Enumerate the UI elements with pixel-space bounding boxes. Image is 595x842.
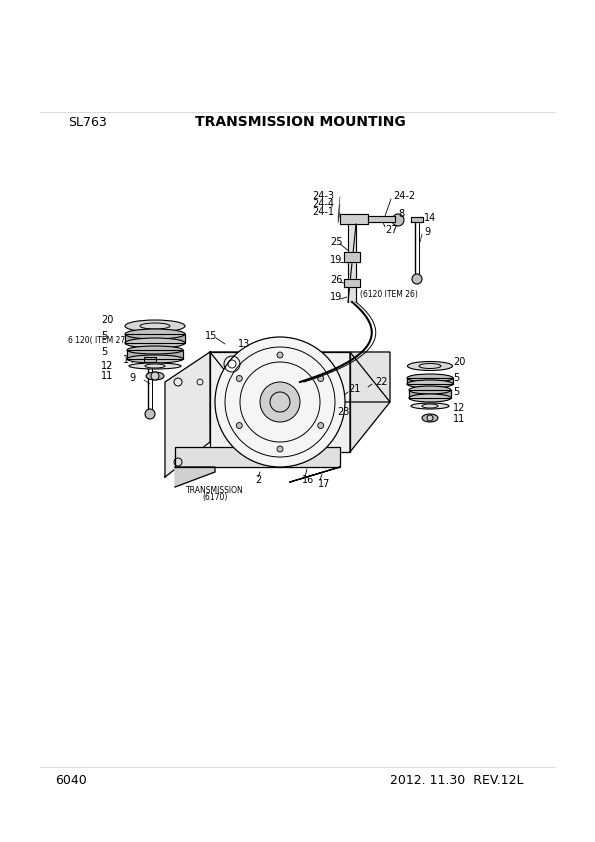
Circle shape — [392, 214, 404, 226]
Polygon shape — [144, 357, 156, 362]
Text: 6 120( ITEM 27): 6 120( ITEM 27) — [68, 335, 129, 344]
Text: 16: 16 — [302, 475, 314, 485]
Text: 9: 9 — [424, 227, 430, 237]
Ellipse shape — [422, 414, 438, 422]
Circle shape — [427, 415, 433, 421]
Text: SL763: SL763 — [68, 115, 107, 129]
Text: 5: 5 — [453, 387, 459, 397]
Text: 24-2: 24-2 — [393, 191, 415, 201]
Ellipse shape — [411, 403, 449, 409]
Ellipse shape — [409, 394, 451, 402]
Text: 11: 11 — [101, 371, 113, 381]
Text: 21: 21 — [348, 384, 361, 394]
Text: 2: 2 — [255, 475, 261, 485]
Circle shape — [318, 423, 324, 429]
Polygon shape — [411, 217, 423, 222]
Text: 12: 12 — [453, 403, 465, 413]
Circle shape — [151, 372, 159, 380]
Ellipse shape — [407, 374, 453, 382]
Ellipse shape — [129, 363, 181, 369]
Text: 27: 27 — [385, 225, 397, 235]
Text: 14: 14 — [424, 213, 436, 223]
Text: 5: 5 — [453, 373, 459, 383]
Polygon shape — [175, 467, 215, 487]
Polygon shape — [165, 352, 210, 477]
Polygon shape — [409, 390, 451, 398]
Polygon shape — [368, 216, 395, 222]
Ellipse shape — [127, 355, 183, 363]
Polygon shape — [175, 447, 340, 467]
Text: 26: 26 — [330, 275, 342, 285]
Ellipse shape — [125, 329, 185, 339]
Ellipse shape — [409, 386, 451, 394]
Circle shape — [318, 376, 324, 381]
Text: 24-3: 24-3 — [312, 191, 334, 201]
Circle shape — [260, 382, 300, 422]
Ellipse shape — [146, 372, 164, 380]
Circle shape — [215, 337, 345, 467]
Text: 20: 20 — [453, 357, 465, 367]
Circle shape — [145, 409, 155, 419]
Text: 17: 17 — [318, 479, 330, 489]
Text: 11: 11 — [453, 414, 465, 424]
Text: TRANSMISSION: TRANSMISSION — [186, 486, 244, 494]
Polygon shape — [350, 352, 390, 452]
Text: 8: 8 — [398, 209, 404, 219]
Text: (6120 ITEM 26): (6120 ITEM 26) — [360, 290, 418, 299]
Polygon shape — [407, 378, 453, 384]
Polygon shape — [348, 224, 356, 302]
Polygon shape — [125, 334, 185, 343]
Polygon shape — [344, 279, 360, 287]
Ellipse shape — [407, 380, 453, 388]
Text: 5: 5 — [101, 331, 107, 341]
Ellipse shape — [125, 320, 185, 332]
Text: 5: 5 — [101, 347, 107, 357]
Circle shape — [277, 446, 283, 452]
Circle shape — [236, 376, 242, 381]
Polygon shape — [210, 352, 350, 452]
Text: (6170): (6170) — [202, 493, 228, 502]
Text: 13: 13 — [238, 339, 250, 349]
Polygon shape — [340, 214, 368, 224]
Text: 19: 19 — [330, 292, 342, 302]
Circle shape — [412, 274, 422, 284]
Text: 19: 19 — [330, 255, 342, 265]
Polygon shape — [344, 252, 360, 262]
Text: 15: 15 — [205, 331, 217, 341]
Text: 12: 12 — [101, 361, 114, 371]
Text: 9: 9 — [129, 373, 135, 383]
Text: 25: 25 — [330, 237, 343, 247]
Polygon shape — [290, 467, 340, 482]
Polygon shape — [127, 350, 183, 359]
Ellipse shape — [127, 346, 183, 354]
Ellipse shape — [125, 338, 185, 348]
Text: 2012. 11.30  REV.12L: 2012. 11.30 REV.12L — [390, 774, 524, 786]
Text: 14: 14 — [123, 355, 135, 365]
Text: 20: 20 — [101, 315, 114, 325]
Text: 23: 23 — [337, 407, 349, 417]
Text: 6040: 6040 — [55, 774, 87, 786]
Ellipse shape — [408, 361, 453, 370]
Text: 22: 22 — [375, 377, 387, 387]
Text: 24-1: 24-1 — [312, 207, 334, 217]
Polygon shape — [210, 352, 390, 402]
Circle shape — [277, 352, 283, 358]
Text: 24-4: 24-4 — [312, 199, 334, 209]
Text: TRANSMISSION MOUNTING: TRANSMISSION MOUNTING — [195, 115, 406, 129]
Circle shape — [236, 423, 242, 429]
